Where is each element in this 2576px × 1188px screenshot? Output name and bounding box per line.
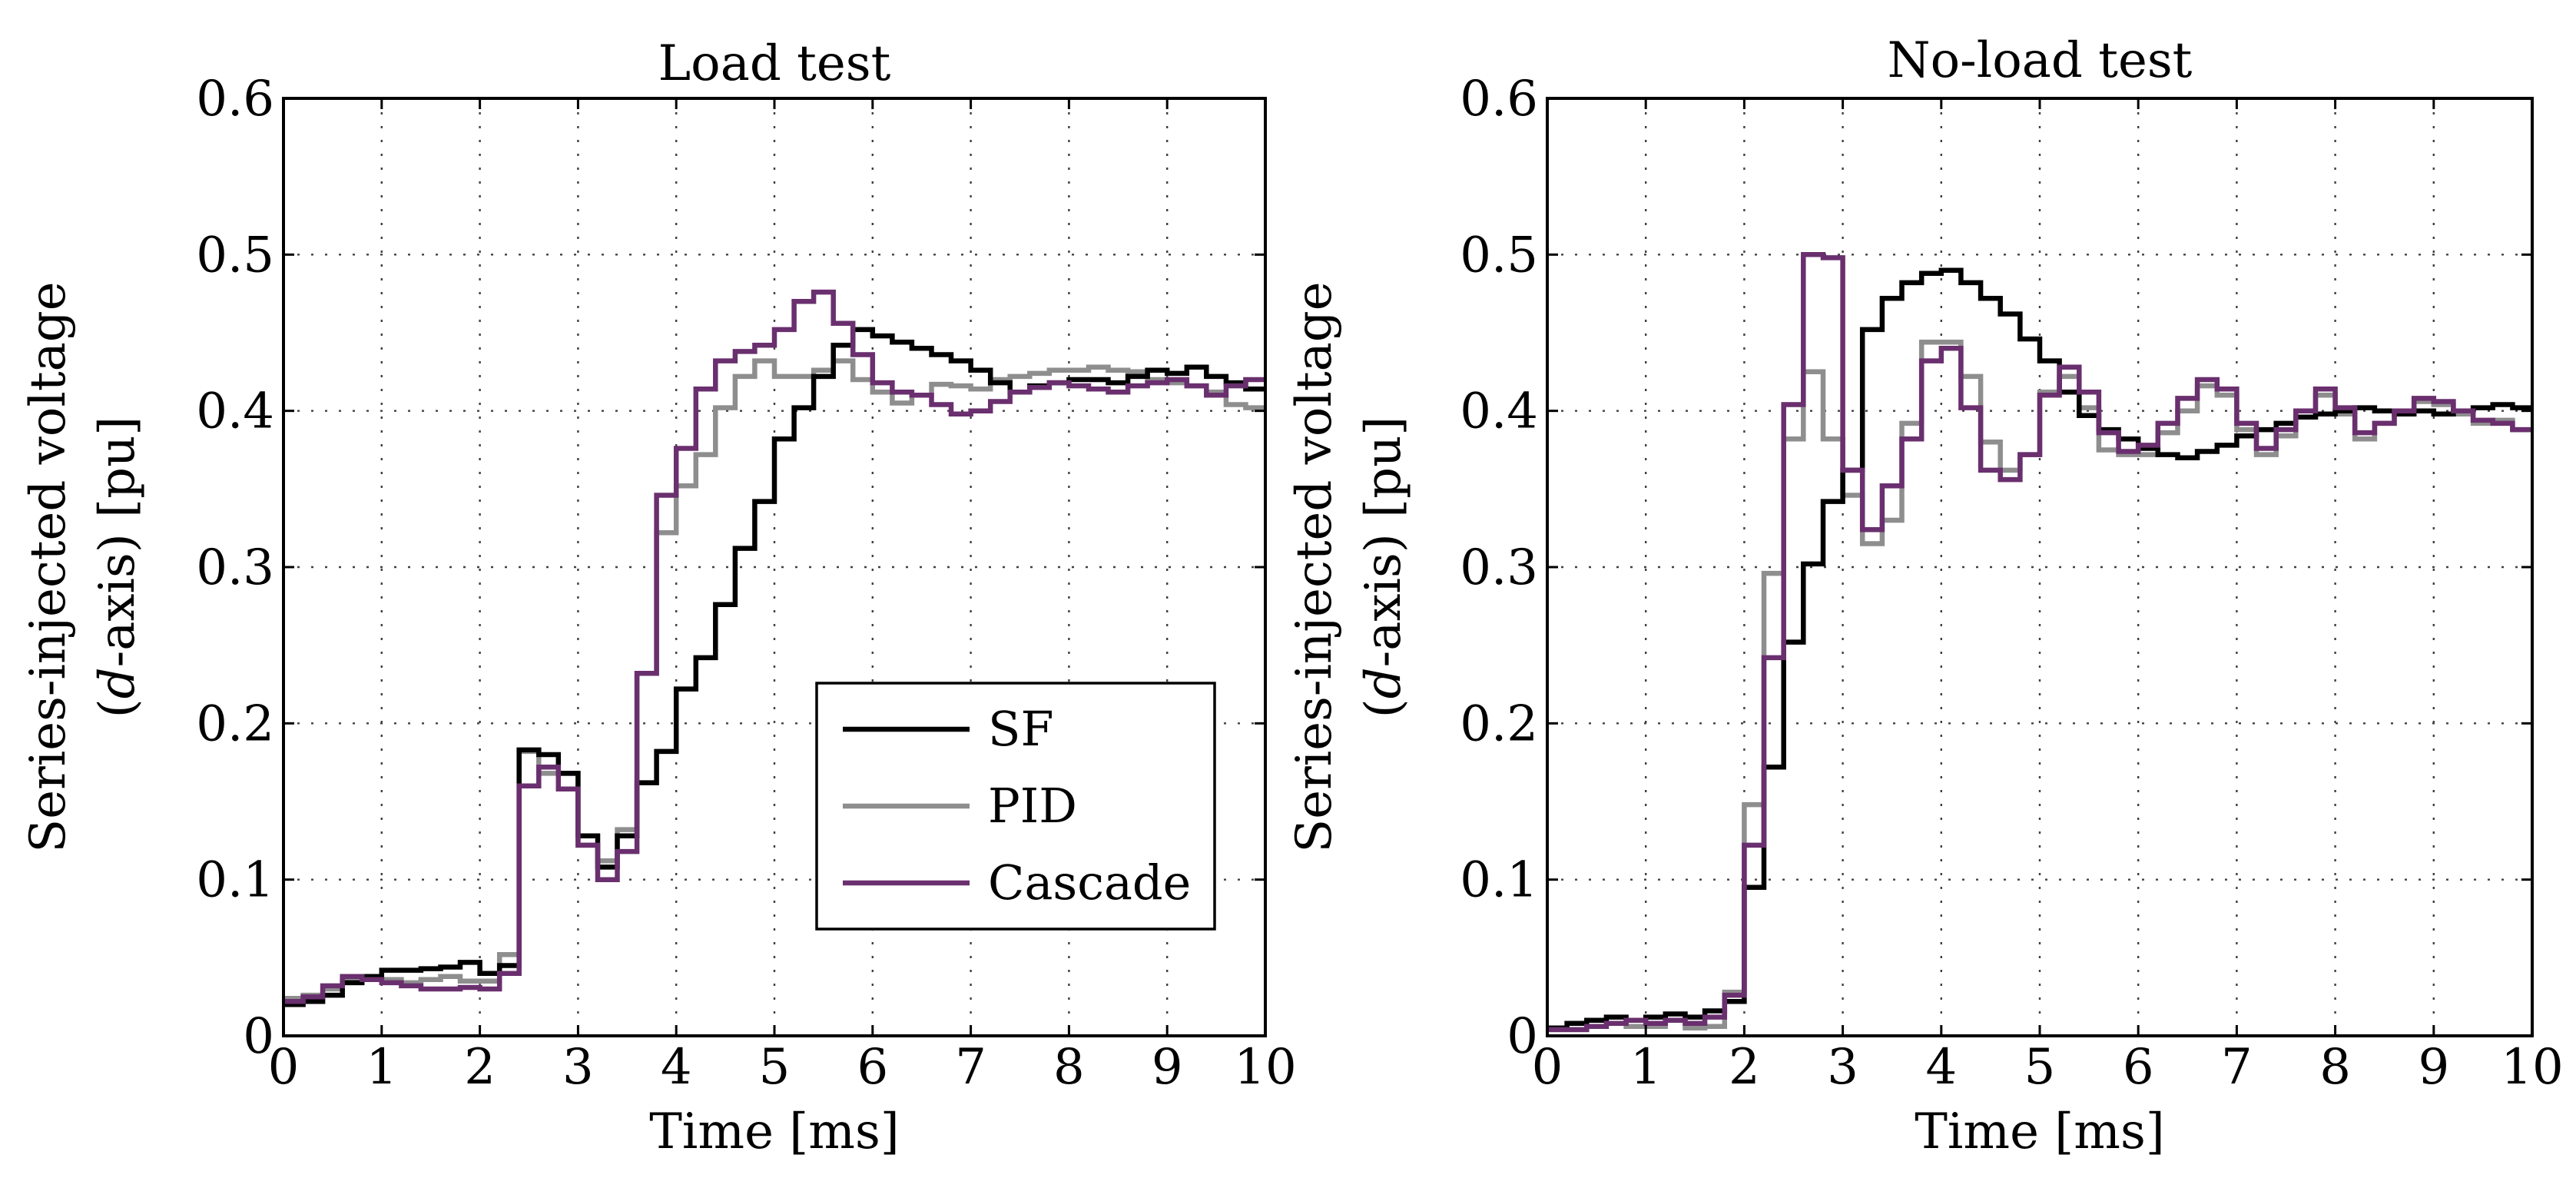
x-tick-label: 8 [1053, 1039, 1085, 1096]
y-tick-label: 0 [243, 1008, 274, 1065]
y-tick-label: 0.2 [196, 695, 274, 752]
no-load-test-y-axis-label: Series-injected voltage (d-axis) [pu] [1286, 281, 1412, 852]
y-tick-label: 0.1 [196, 852, 274, 909]
no-load-test-y-axis-label-line2: (d-axis) [pu] [1355, 416, 1412, 718]
x-tick-label: 1 [1630, 1039, 1662, 1096]
load-test-y-axis-label-line1: Series-injected voltage [20, 281, 77, 852]
legend-label-cascade: Cascade [988, 854, 1191, 911]
x-tick-label: 0 [1532, 1039, 1563, 1096]
load-test-series [283, 289, 1265, 1007]
x-tick-label: 10 [1234, 1039, 1296, 1096]
x-tick-label: 3 [562, 1039, 594, 1096]
legend: SF PID Cascade [815, 682, 1216, 931]
x-tick-label: 7 [2221, 1039, 2253, 1096]
x-tick-label: 6 [857, 1039, 888, 1096]
no-load-test-series [1547, 252, 2532, 1033]
x-tick-label: 3 [1827, 1039, 1858, 1096]
load-test-x-axis-label: Time [ms] [649, 1103, 900, 1160]
load-test-y-axis-label: Series-injected voltage (d-axis) [pu] [20, 281, 146, 852]
x-tick-label: 9 [2418, 1039, 2449, 1096]
no-load-test-ticks: 0 1 2 3 4 5 6 7 8 9 10 0 0.1 0.2 0.3 0.4 0.5 0.6 [1460, 71, 2564, 1096]
x-tick-label: 5 [2024, 1039, 2056, 1096]
y-tick-label: 0.5 [1460, 227, 1538, 284]
x-tick-label: 7 [955, 1039, 986, 1096]
x-tick-label: 10 [2501, 1039, 2563, 1096]
no-load-test-series-cascade [1547, 252, 2532, 1033]
y-tick-label: 0.6 [1460, 71, 1538, 128]
y-tick-label: 0.2 [1460, 695, 1538, 752]
x-tick-label: 1 [366, 1039, 397, 1096]
legend-label-sf: SF [988, 701, 1054, 757]
legend-label-pid: PID [988, 778, 1077, 834]
no-load-test-series-sf [1547, 267, 2532, 1031]
y-tick-label: 0 [1507, 1008, 1538, 1065]
load-test-ticks: 0 1 2 3 4 5 6 7 8 9 10 0 0.1 0.2 0.3 0.4 0.5 0.6 [196, 71, 1297, 1096]
x-tick-label: 2 [464, 1039, 496, 1096]
x-tick-label: 4 [661, 1039, 692, 1096]
no-load-test-x-axis-label: Time [ms] [1915, 1103, 2165, 1160]
load-test-series-sf [283, 327, 1265, 1007]
load-test-series-cascade [283, 289, 1265, 1004]
load-test-series-pid [283, 358, 1265, 1001]
y-tick-label: 0.3 [196, 539, 274, 596]
no-load-test-chart: 0 1 2 3 4 5 6 7 8 9 10 0 0.1 0.2 0.3 0.4 0.5 0.6 No-load … [1286, 32, 2564, 1160]
load-test-chart: 0 1 2 3 4 5 6 7 8 9 10 0 0.1 0.2 0.3 0.4 0.5 0.6 Load tes… [20, 35, 1297, 1160]
y-tick-label: 0.1 [1460, 852, 1538, 909]
x-tick-label: 6 [2123, 1039, 2154, 1096]
x-tick-label: 4 [1925, 1039, 1957, 1096]
load-test-title: Load test [658, 35, 891, 92]
x-tick-label: 8 [2319, 1039, 2351, 1096]
y-tick-label: 0.5 [196, 227, 274, 284]
x-tick-label: 9 [1152, 1039, 1183, 1096]
load-test-y-axis-label-line2: (d-axis) [pu] [89, 416, 146, 718]
x-tick-label: 2 [1729, 1039, 1760, 1096]
no-load-test-y-axis-label-line1: Series-injected voltage [1286, 281, 1343, 852]
y-tick-label: 0.6 [196, 71, 274, 128]
y-tick-label: 0.3 [1460, 539, 1538, 596]
x-tick-label: 5 [759, 1039, 791, 1096]
y-tick-label: 0.4 [1460, 383, 1538, 440]
no-load-test-title: No-load test [1888, 32, 2193, 89]
y-tick-label: 0.4 [196, 383, 274, 440]
x-tick-label: 0 [268, 1039, 300, 1096]
